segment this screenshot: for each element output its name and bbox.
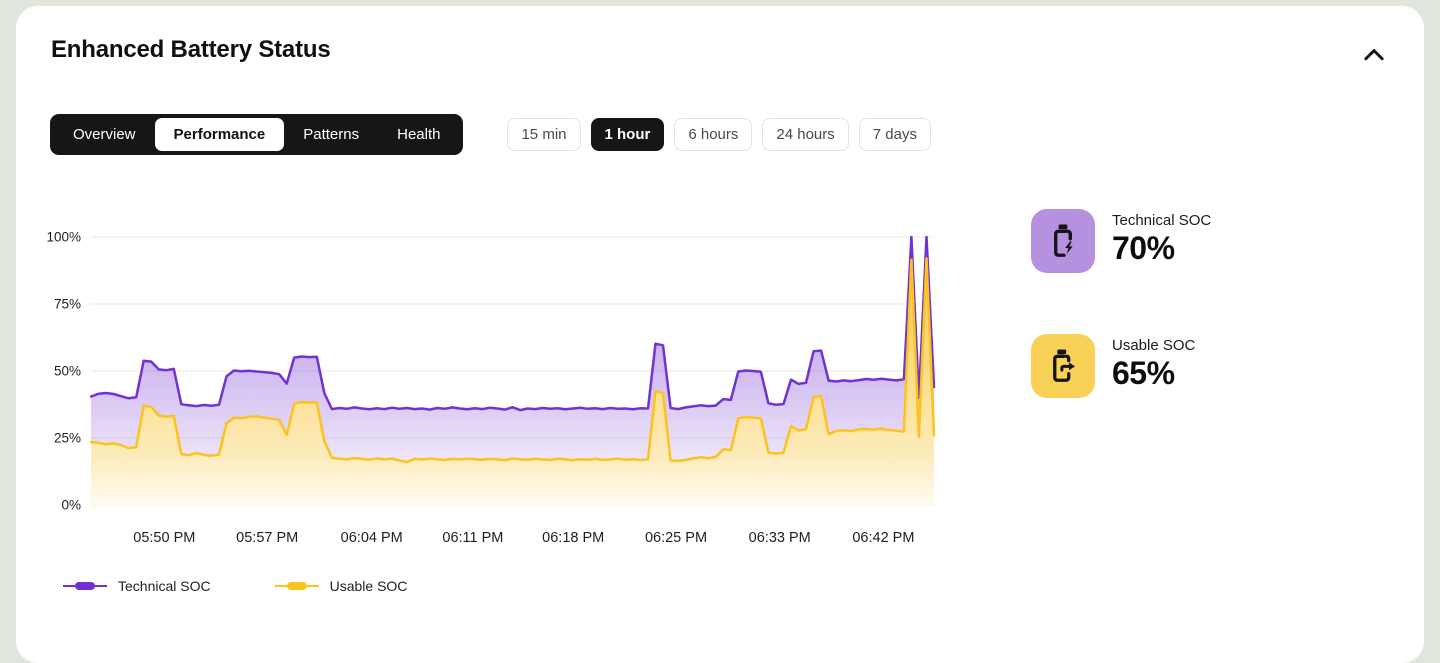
battery-status-card: Enhanced Battery Status Overview Performa… — [16, 6, 1424, 663]
soc-area-chart[interactable]: 0% 25% 50% 75% 100% 05:50 PM 05:57 PM 06:04 PM… — [35, 205, 945, 562]
stat-value: 65% — [1112, 355, 1175, 391]
range-7-days[interactable]: 7 days — [858, 118, 931, 151]
range-1-hour[interactable]: 1 hour — [590, 118, 665, 151]
view-tabs: Overview Performance Patterns Health — [50, 114, 464, 155]
battery-export-icon — [1053, 349, 1076, 382]
stats-column: Technical SOC 70% Usable SOC 65% — [1031, 205, 1211, 594]
tab-performance[interactable]: Performance — [154, 118, 285, 151]
y-tick-label: 25% — [54, 431, 81, 446]
x-tick-label: 06:33 PM — [749, 530, 811, 546]
stat-card-technical-soc: Technical SOC 70% — [1031, 209, 1211, 273]
x-tick-label: 06:25 PM — [645, 530, 707, 546]
y-tick-label: 0% — [61, 498, 81, 513]
y-tick-label: 50% — [54, 364, 81, 379]
x-tick-label: 06:18 PM — [542, 530, 604, 546]
main-content: 0% 25% 50% 75% 100% 05:50 PM 05:57 PM 06:04 PM… — [35, 205, 1391, 594]
x-tick-label: 05:57 PM — [236, 530, 298, 546]
page-title: Enhanced Battery Status — [51, 36, 331, 63]
stat-icon-tile — [1031, 209, 1095, 273]
legend-item-usable-soc: Usable SOC — [274, 578, 408, 594]
usable-soc-area — [91, 258, 934, 505]
chart-block: 0% 25% 50% 75% 100% 05:50 PM 05:57 PM 06:04 PM… — [35, 205, 945, 594]
stat-icon-tile — [1031, 334, 1095, 398]
stat-text: Usable SOC 65% — [1112, 334, 1195, 398]
range-24-hours[interactable]: 24 hours — [762, 118, 849, 151]
stat-label: Technical SOC — [1112, 212, 1212, 229]
tab-overview[interactable]: Overview — [54, 118, 155, 151]
legend-item-technical-soc: Technical SOC — [63, 578, 211, 594]
x-tick-label: 06:11 PM — [442, 530, 503, 546]
legend-swatch-icon — [63, 582, 107, 590]
x-tick-label: 05:50 PM — [133, 530, 195, 546]
x-tick-label: 06:04 PM — [341, 530, 403, 546]
usable-soc-line — [89, 257, 936, 464]
x-tick-label: 06:42 PM — [852, 530, 914, 546]
technical-soc-line — [89, 235, 936, 412]
stat-card-usable-soc: Usable SOC 65% — [1031, 334, 1211, 398]
stat-label: Usable SOC — [1112, 337, 1196, 354]
card-header: Enhanced Battery Status — [35, 36, 1391, 72]
stat-value: 70% — [1112, 230, 1175, 266]
y-tick-label: 75% — [54, 297, 81, 312]
tab-patterns[interactable]: Patterns — [284, 118, 378, 151]
y-tick-label: 100% — [46, 230, 81, 245]
tab-health[interactable]: Health — [378, 118, 459, 151]
collapse-button[interactable] — [1357, 38, 1391, 72]
range-6-hours[interactable]: 6 hours — [674, 118, 753, 151]
chart-legend: Technical SOC Usable SOC — [63, 578, 945, 594]
time-range-group: 15 min 1 hour 6 hours 24 hours 7 days — [507, 118, 931, 151]
chevron-up-icon — [1364, 49, 1384, 61]
legend-label: Technical SOC — [118, 578, 211, 594]
range-15-min[interactable]: 15 min — [507, 118, 581, 151]
battery-charging-icon — [1054, 224, 1073, 257]
legend-swatch-icon — [274, 582, 319, 590]
stat-text: Technical SOC 70% — [1112, 209, 1211, 273]
legend-label: Usable SOC — [329, 578, 408, 594]
toolbar: Overview Performance Patterns Health 15 min… — [35, 114, 1391, 155]
